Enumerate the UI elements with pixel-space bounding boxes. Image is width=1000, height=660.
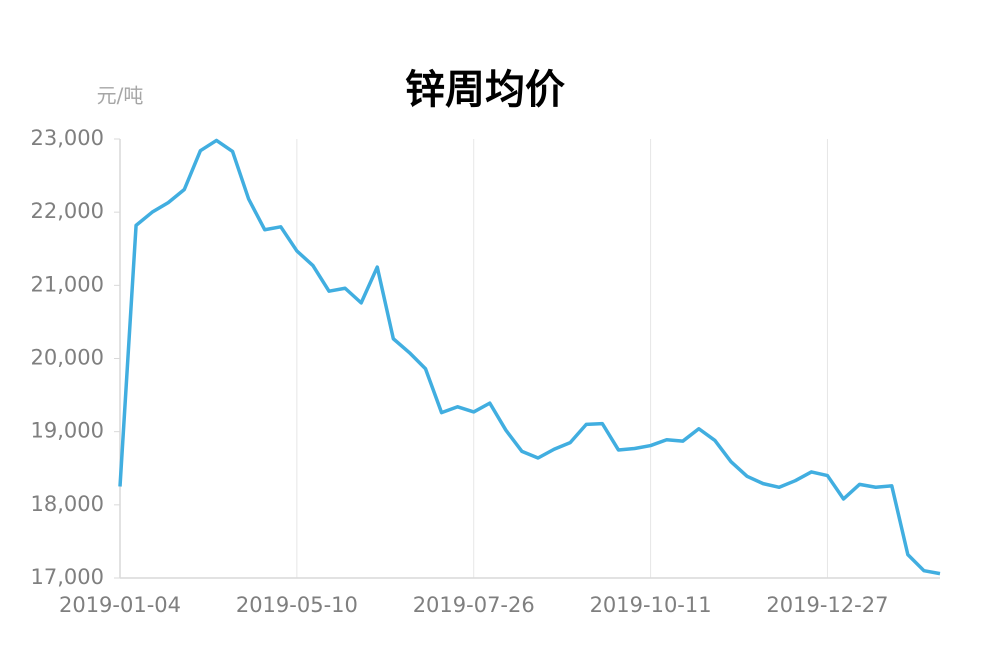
x-tick-label: 2019-12-27: [766, 593, 888, 617]
y-tick-label: 18,000: [31, 492, 104, 516]
x-tick-label: 2019-01-04: [59, 593, 181, 617]
y-tick-label: 17,000: [31, 565, 104, 589]
line-series: [118, 138, 941, 576]
chart-title: 锌周均价: [405, 67, 565, 113]
y-tick-label: 23,000: [31, 126, 104, 150]
y-unit: 元/吨: [97, 84, 144, 108]
y-tick-label: 19,000: [31, 419, 104, 443]
x-tick-label: 2019-05-10: [236, 593, 358, 617]
x-tick-label: 2019-07-26: [413, 593, 535, 617]
y-tick-label: 21,000: [31, 272, 104, 296]
y-tick-label: 22,000: [31, 199, 104, 223]
x-tick-label: 2019-10-11: [590, 593, 712, 617]
y-tick-label: 20,000: [31, 346, 104, 370]
